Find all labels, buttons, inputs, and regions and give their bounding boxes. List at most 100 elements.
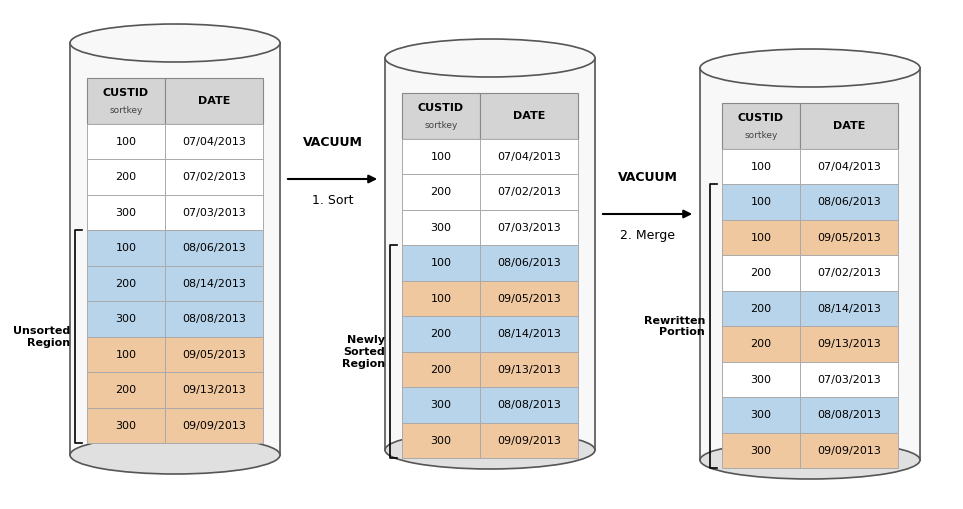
Text: 1. Sort: 1. Sort	[312, 194, 353, 207]
Text: 300: 300	[430, 436, 452, 446]
FancyBboxPatch shape	[87, 301, 165, 337]
FancyBboxPatch shape	[87, 195, 165, 231]
Ellipse shape	[70, 436, 280, 474]
FancyBboxPatch shape	[165, 78, 263, 124]
Text: 08/08/2013: 08/08/2013	[182, 314, 246, 324]
Text: DATE: DATE	[197, 96, 230, 106]
Text: sortkey: sortkey	[425, 121, 457, 130]
FancyBboxPatch shape	[165, 231, 263, 266]
FancyBboxPatch shape	[402, 210, 480, 245]
FancyBboxPatch shape	[402, 245, 480, 281]
Text: 07/03/2013: 07/03/2013	[497, 223, 560, 233]
FancyBboxPatch shape	[800, 433, 898, 468]
Text: 08/08/2013: 08/08/2013	[817, 410, 881, 420]
FancyBboxPatch shape	[722, 184, 800, 220]
FancyBboxPatch shape	[800, 149, 898, 184]
FancyBboxPatch shape	[480, 281, 578, 317]
FancyBboxPatch shape	[800, 256, 898, 291]
Text: 300: 300	[116, 314, 137, 324]
FancyBboxPatch shape	[165, 301, 263, 337]
Text: 07/02/2013: 07/02/2013	[817, 268, 881, 278]
FancyBboxPatch shape	[402, 352, 480, 387]
Text: 09/09/2013: 09/09/2013	[497, 436, 560, 446]
FancyBboxPatch shape	[722, 433, 800, 468]
Text: 08/06/2013: 08/06/2013	[497, 258, 560, 268]
Text: 09/13/2013: 09/13/2013	[818, 340, 881, 349]
Text: 07/03/2013: 07/03/2013	[818, 375, 881, 385]
FancyBboxPatch shape	[165, 408, 263, 443]
FancyBboxPatch shape	[402, 93, 480, 139]
Text: DATE: DATE	[833, 121, 865, 131]
Text: 09/05/2013: 09/05/2013	[182, 350, 246, 360]
Text: 300: 300	[116, 421, 137, 431]
Text: 09/09/2013: 09/09/2013	[817, 446, 881, 456]
FancyBboxPatch shape	[480, 175, 578, 210]
FancyBboxPatch shape	[165, 373, 263, 408]
Text: 09/05/2013: 09/05/2013	[818, 233, 881, 243]
Text: 100: 100	[750, 233, 771, 243]
Text: 08/14/2013: 08/14/2013	[182, 279, 246, 289]
FancyBboxPatch shape	[165, 266, 263, 301]
FancyBboxPatch shape	[722, 256, 800, 291]
Text: 08/14/2013: 08/14/2013	[817, 304, 881, 314]
Text: 300: 300	[750, 375, 771, 385]
Text: 07/02/2013: 07/02/2013	[497, 187, 560, 197]
Text: 2. Merge: 2. Merge	[620, 229, 675, 242]
FancyBboxPatch shape	[722, 149, 800, 184]
FancyBboxPatch shape	[480, 317, 578, 352]
Text: 09/05/2013: 09/05/2013	[497, 294, 560, 304]
Text: VACUUM: VACUUM	[617, 171, 677, 184]
Text: 09/13/2013: 09/13/2013	[182, 385, 246, 395]
FancyBboxPatch shape	[480, 387, 578, 423]
FancyBboxPatch shape	[165, 337, 263, 373]
FancyBboxPatch shape	[722, 291, 800, 326]
FancyBboxPatch shape	[402, 139, 480, 175]
FancyBboxPatch shape	[722, 220, 800, 256]
Text: 07/03/2013: 07/03/2013	[182, 208, 246, 218]
Text: 09/13/2013: 09/13/2013	[497, 365, 560, 375]
FancyBboxPatch shape	[722, 398, 800, 433]
Text: DATE: DATE	[513, 111, 545, 121]
Text: 300: 300	[750, 410, 771, 420]
FancyBboxPatch shape	[480, 210, 578, 245]
FancyBboxPatch shape	[480, 352, 578, 387]
FancyBboxPatch shape	[722, 326, 800, 362]
FancyBboxPatch shape	[402, 423, 480, 459]
FancyBboxPatch shape	[800, 398, 898, 433]
Text: 09/09/2013: 09/09/2013	[182, 421, 246, 431]
FancyBboxPatch shape	[480, 423, 578, 459]
Text: 100: 100	[430, 258, 452, 268]
FancyBboxPatch shape	[87, 78, 165, 124]
FancyBboxPatch shape	[800, 184, 898, 220]
Text: sortkey: sortkey	[110, 106, 143, 115]
Text: 200: 200	[750, 304, 771, 314]
FancyBboxPatch shape	[800, 291, 898, 326]
FancyBboxPatch shape	[165, 195, 263, 231]
FancyBboxPatch shape	[480, 139, 578, 175]
FancyBboxPatch shape	[165, 159, 263, 195]
Polygon shape	[700, 68, 920, 460]
Text: 100: 100	[116, 350, 137, 360]
FancyBboxPatch shape	[800, 362, 898, 398]
FancyBboxPatch shape	[87, 124, 165, 159]
FancyBboxPatch shape	[87, 408, 165, 443]
Text: 08/14/2013: 08/14/2013	[497, 329, 560, 340]
Text: CUSTID: CUSTID	[103, 88, 149, 98]
FancyBboxPatch shape	[402, 281, 480, 317]
Text: 100: 100	[430, 294, 452, 304]
Text: 200: 200	[116, 172, 137, 182]
Text: 07/02/2013: 07/02/2013	[182, 172, 246, 182]
Text: 07/04/2013: 07/04/2013	[817, 162, 881, 172]
Text: 200: 200	[750, 340, 771, 349]
Ellipse shape	[385, 39, 595, 77]
Text: sortkey: sortkey	[744, 131, 778, 139]
FancyBboxPatch shape	[402, 387, 480, 423]
FancyBboxPatch shape	[800, 326, 898, 362]
Text: 100: 100	[750, 162, 771, 172]
FancyBboxPatch shape	[722, 362, 800, 398]
FancyBboxPatch shape	[402, 175, 480, 210]
Text: 07/04/2013: 07/04/2013	[182, 137, 246, 147]
Polygon shape	[385, 58, 595, 450]
Text: Rewritten
Portion: Rewritten Portion	[643, 316, 705, 337]
Text: 08/08/2013: 08/08/2013	[497, 400, 560, 410]
